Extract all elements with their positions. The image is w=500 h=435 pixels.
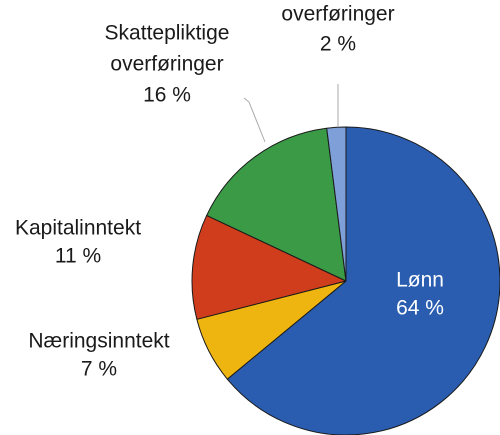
data-label-name-naeringsinntekt: Næringsinntekt	[28, 330, 169, 353]
data-label-name-kapitalinntekt: Kapitalinntekt	[15, 217, 141, 240]
data-label-name-lonn: Lønn	[396, 269, 444, 292]
data-label-name-skattefrie-overforinger: overføringer	[281, 3, 394, 26]
data-label-value-skattefrie-overforinger: 2 %	[320, 33, 356, 56]
pie-slice-lonn	[226, 126, 500, 435]
data-label-value-skattepliktige-overforinger: 16 %	[143, 84, 191, 107]
data-label-value-lonn: 64 %	[396, 297, 444, 320]
data-label-value-kapitalinntekt: 11 %	[55, 245, 101, 268]
data-label-name-skattepliktige-overforinger: overføringer	[110, 53, 223, 76]
data-label-name-skattepliktige-overforinger: Skattepliktige	[105, 22, 230, 45]
pie-slices	[191, 126, 500, 435]
pie-slice-kapitalinntekt	[191, 214, 347, 320]
leader-lines	[243, 84, 339, 143]
slice-labels: Lønn 64 % Næringsinntekt 7 % Kapitalinntekt 1…	[15, 3, 444, 381]
pie-slice-skattepliktige-overforinger	[206, 127, 347, 282]
leader-line-skattepliktige-overforinger	[243, 97, 266, 143]
pie-slice-skattefrie-overforinger	[326, 126, 347, 282]
data-label-value-naeringsinntekt: 7 %	[81, 358, 117, 381]
